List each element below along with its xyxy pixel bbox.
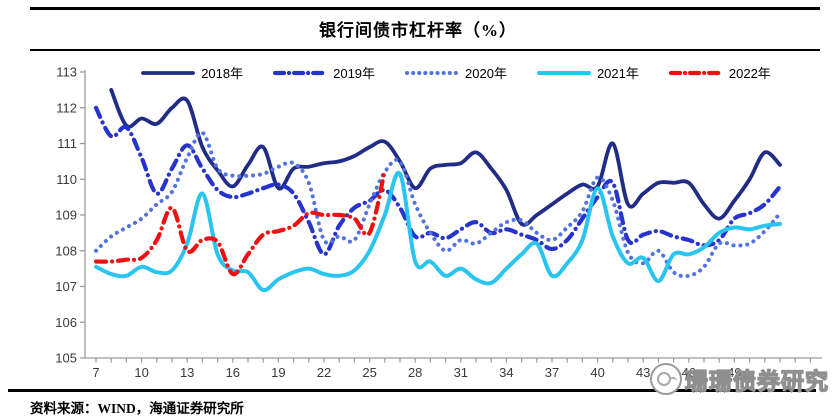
y-tick-label: 113 [56, 65, 77, 80]
legend-line-sample [273, 70, 328, 75]
x-tick-label: 31 [454, 365, 468, 380]
x-tick-label: 37 [545, 365, 559, 380]
y-tick-label: 108 [55, 243, 77, 258]
footer-divider [8, 389, 816, 392]
x-tick-label: 49 [727, 365, 741, 380]
x-tick-label: 40 [590, 365, 604, 380]
y-tick-label: 106 [55, 315, 77, 330]
y-tick-label: 105 [55, 351, 77, 366]
legend-line-sample [405, 70, 460, 75]
x-tick-label: 46 [682, 365, 696, 380]
x-tick-label: 16 [226, 365, 240, 380]
y-tick-label: 109 [55, 208, 77, 223]
legend-line-sample [668, 70, 723, 75]
series-line-2019 [93, 105, 783, 257]
legend-label: 2018年 [201, 66, 244, 81]
series-line-2022 [93, 168, 387, 277]
series-line-2020 [94, 130, 782, 279]
legend-line-sample [141, 70, 196, 75]
legend-item-2022: 2022年 [668, 63, 771, 82]
y-tick-label: 112 [56, 100, 77, 115]
title-divider [30, 49, 820, 51]
watermark-logo-icon [650, 363, 682, 395]
y-tick-label: 111 [57, 136, 77, 151]
series-line-2018 [109, 88, 782, 227]
y-tick-label: 110 [56, 172, 77, 187]
y-tick-label: 107 [55, 279, 77, 294]
legend-item-2018: 2018年 [141, 63, 243, 82]
chart-legend: 2018年 2019年 2020年 2021年 2022年 [100, 63, 812, 82]
legend-item-2019: 2019年 [273, 63, 375, 82]
x-tick-label: 28 [408, 365, 422, 380]
watermark-text: 珊珊债券研究 [684, 367, 829, 394]
x-tick-label: 34 [499, 365, 513, 380]
legend-label: 2022年 [728, 66, 771, 81]
chart-title: 银行间债市杠杆率（%） [319, 21, 517, 40]
x-tick-label: 43 [636, 365, 650, 380]
data-source-note: 资料来源：WIND，海通证券研究所 [30, 401, 244, 416]
x-tick-label: 22 [317, 365, 331, 380]
x-tick-label: 7 [92, 365, 99, 380]
series-line-2021 [94, 170, 782, 293]
legend-label: 2019年 [333, 66, 376, 81]
x-tick-label: 19 [271, 365, 285, 380]
legend-label: 2021年 [596, 66, 639, 81]
x-tick-label: 25 [362, 365, 376, 380]
legend-line-sample [536, 70, 591, 75]
x-tick-label: 10 [134, 365, 148, 380]
watermark: 珊珊债券研究 [650, 362, 829, 396]
legend-item-2021: 2021年 [536, 63, 639, 82]
legend-label: 2020年 [465, 66, 507, 81]
top-divider [30, 7, 820, 10]
legend-item-2020: 2020年 [405, 63, 507, 82]
x-tick-label: 13 [180, 365, 194, 380]
